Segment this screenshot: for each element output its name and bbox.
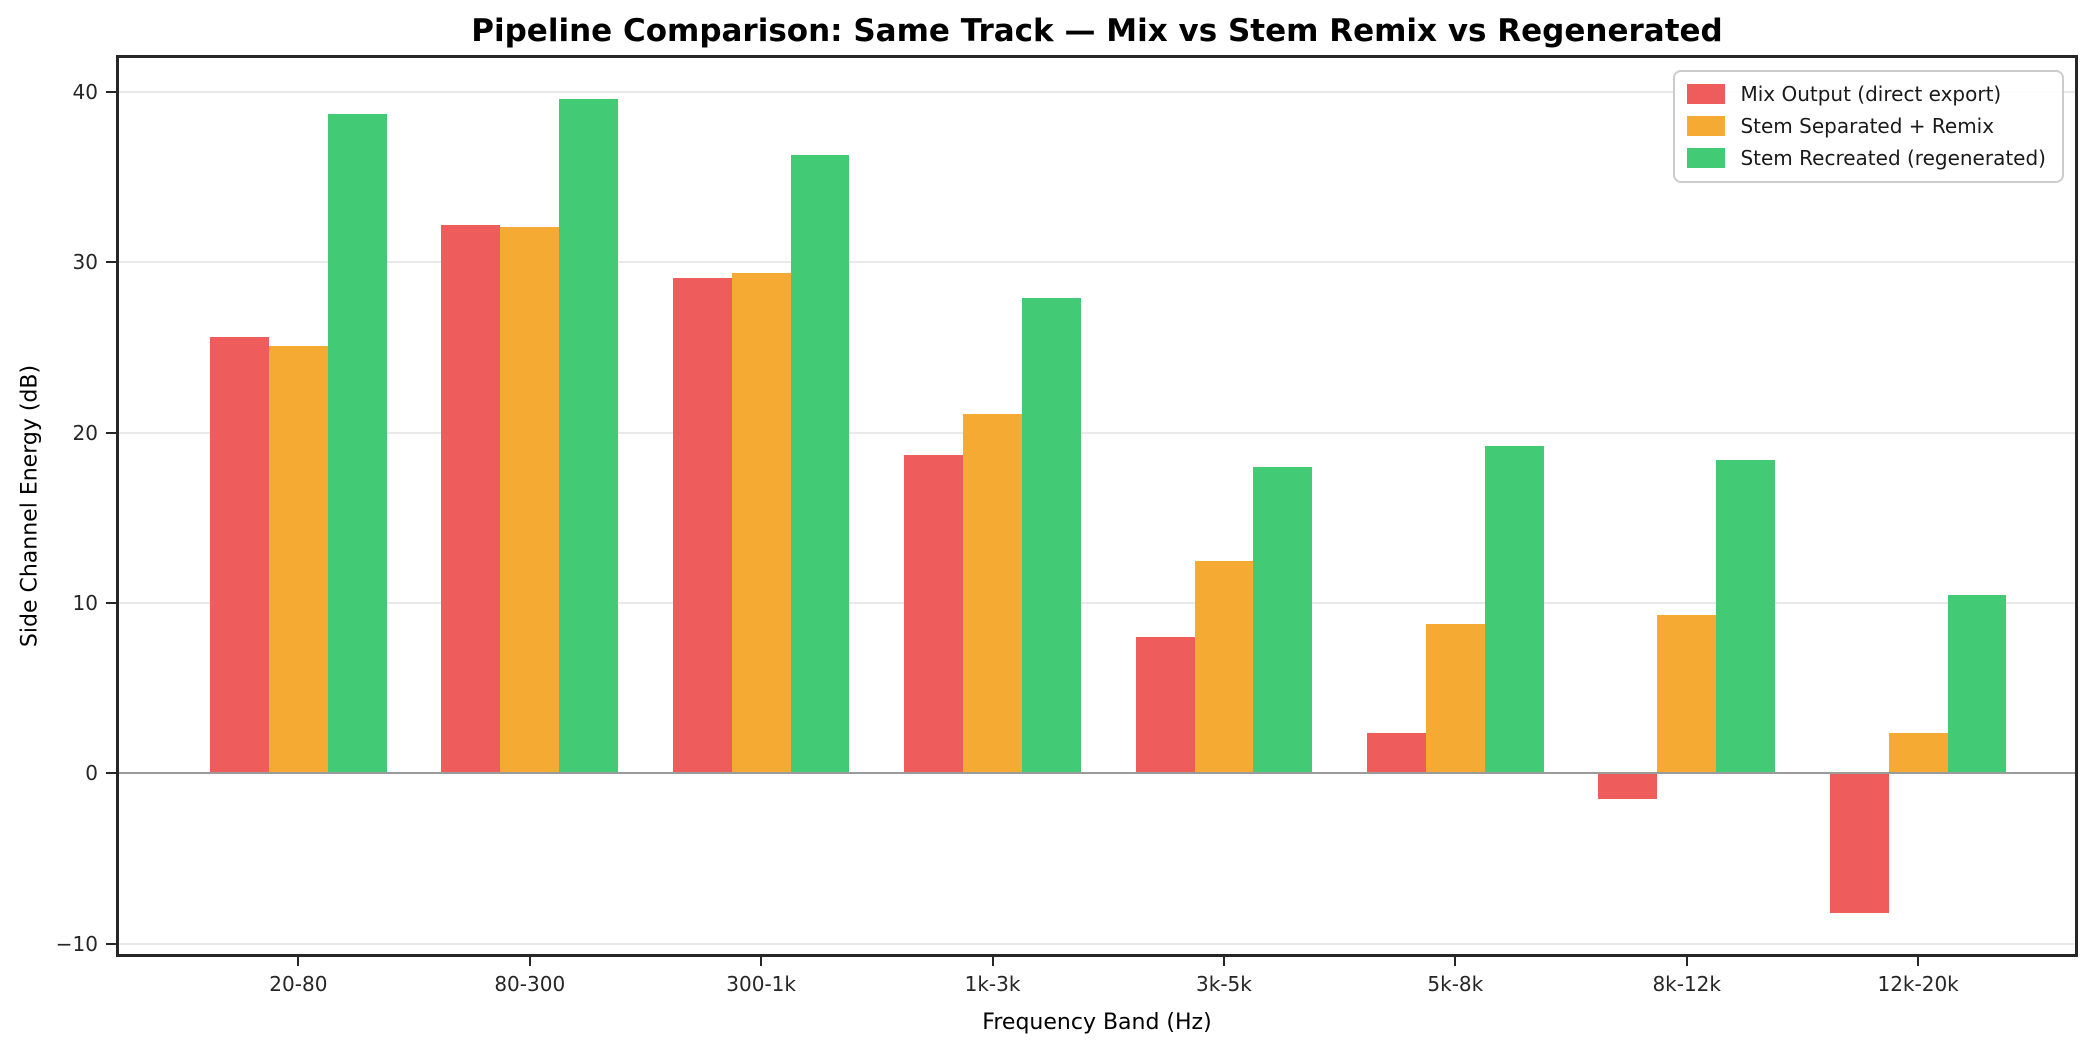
x-tick <box>528 957 531 966</box>
bar-300-1k-series2 <box>790 155 850 774</box>
legend-swatch <box>1687 148 1726 168</box>
y-tick <box>106 942 116 945</box>
x-tick-label: 20-80 <box>269 972 328 996</box>
x-tick-label: 3k-5k <box>1196 972 1252 996</box>
bar-1k-3k-series2 <box>1021 298 1081 774</box>
bar-5k-8k-series1 <box>1425 623 1485 774</box>
bar-300-1k-series0 <box>672 277 732 774</box>
bar-12k-20k-series2 <box>1947 594 2007 774</box>
gridline <box>119 602 2075 605</box>
y-tick-label: −10 <box>55 931 98 956</box>
legend-item: Stem Recreated (regenerated) <box>1687 146 2046 170</box>
legend-label: Mix Output (direct export) <box>1740 82 2002 106</box>
x-axis-label: Frequency Band (Hz) <box>982 1010 1212 1035</box>
bar-20-80-series1 <box>268 345 328 774</box>
bar-1k-3k-series0 <box>904 454 964 774</box>
bar-1k-3k-series1 <box>963 414 1022 774</box>
bar-3k-5k-series0 <box>1135 637 1195 774</box>
bar-12k-20k-series1 <box>1888 732 1948 774</box>
bar-5k-8k-series2 <box>1484 446 1544 774</box>
bar-300-1k-series1 <box>731 272 791 774</box>
gridline <box>119 431 2075 434</box>
x-tick-label: 1k-3k <box>964 972 1021 996</box>
x-tick-label: 5k-8k <box>1427 972 1484 996</box>
x-tick-label: 12k-20k <box>1877 972 1959 996</box>
legend-label: Stem Recreated (regenerated) <box>1740 146 2046 170</box>
bar-20-80-series0 <box>210 337 269 774</box>
y-tick <box>106 91 116 94</box>
bar-8k-12k-series1 <box>1657 615 1717 774</box>
y-tick <box>106 602 116 605</box>
bar-80-300-series0 <box>441 224 501 774</box>
y-tick <box>106 431 116 434</box>
legend-item: Stem Separated + Remix <box>1687 114 2046 138</box>
plot-area: Mix Output (direct export) Stem Separated… <box>116 55 2078 957</box>
gridline <box>119 261 2075 264</box>
y-tick <box>106 772 116 775</box>
x-tick <box>991 957 994 966</box>
x-tick <box>1685 957 1688 966</box>
bar-80-300-series2 <box>559 98 619 774</box>
bar-20-80-series2 <box>327 114 387 774</box>
legend: Mix Output (direct export) Stem Separated… <box>1673 70 2064 183</box>
x-tick-label: 300-1k <box>726 972 796 996</box>
y-tick-label: 30 <box>72 250 98 275</box>
bar-5k-8k-series0 <box>1367 732 1426 774</box>
zero-line <box>119 772 2075 775</box>
x-tick <box>1222 957 1225 966</box>
x-tick-label: 8k-12k <box>1652 972 1721 996</box>
y-tick-label: 10 <box>72 591 98 616</box>
y-tick <box>106 261 116 264</box>
y-tick-label: 0 <box>85 761 98 786</box>
legend-swatch <box>1687 84 1726 104</box>
gridline <box>119 942 2075 945</box>
gridline <box>119 91 2075 94</box>
legend-swatch <box>1687 116 1726 136</box>
x-tick <box>297 957 300 966</box>
y-tick-label: 40 <box>72 80 98 105</box>
x-tick-label: 80-300 <box>494 972 566 996</box>
bar-3k-5k-series1 <box>1194 560 1254 774</box>
x-tick <box>1454 957 1457 966</box>
chart-title: Pipeline Comparison: Same Track — Mix vs… <box>471 13 1723 49</box>
x-tick <box>1917 957 1920 966</box>
x-tick <box>760 957 763 966</box>
bar-8k-12k-series0 <box>1598 773 1658 799</box>
bar-80-300-series1 <box>500 226 560 774</box>
y-tick-label: 20 <box>72 420 98 445</box>
bar-8k-12k-series2 <box>1716 460 1776 774</box>
legend-item: Mix Output (direct export) <box>1687 82 2046 106</box>
legend-label: Stem Separated + Remix <box>1740 114 1995 138</box>
bar-12k-20k-series0 <box>1829 773 1889 914</box>
bar-3k-5k-series2 <box>1253 466 1313 774</box>
